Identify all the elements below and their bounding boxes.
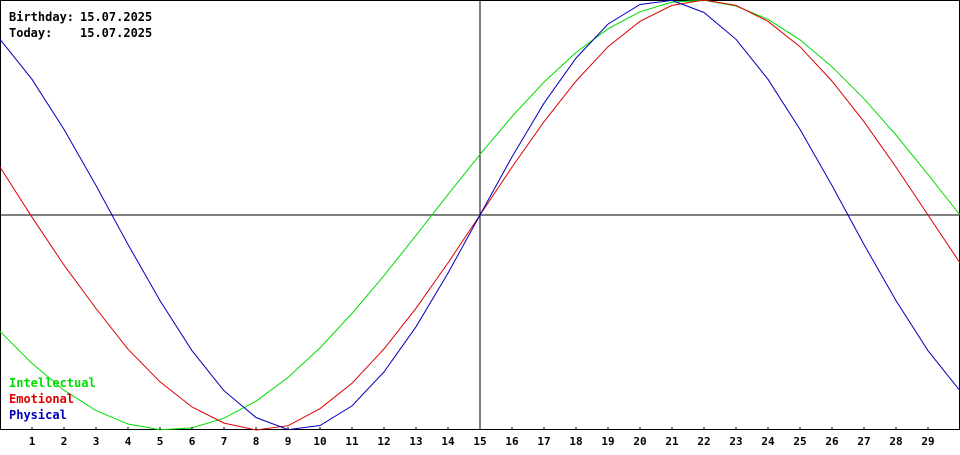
x-tick-label: 22 <box>697 435 710 448</box>
today-label: Today: <box>9 26 52 40</box>
x-tick-label: 6 <box>189 435 196 448</box>
x-tick-label: 4 <box>125 435 132 448</box>
x-tick-label: 18 <box>569 435 582 448</box>
x-tick-label: 12 <box>377 435 390 448</box>
x-tick-label: 11 <box>345 435 359 448</box>
x-tick-label: 8 <box>253 435 260 448</box>
x-tick-label: 16 <box>505 435 519 448</box>
today-value: 15.07.2025 <box>80 26 152 40</box>
x-tick-label: 23 <box>729 435 742 448</box>
x-tick-label: 19 <box>601 435 614 448</box>
legend-intellectual: Intellectual <box>9 376 96 390</box>
birthday-value: 15.07.2025 <box>80 10 152 24</box>
x-tick-label: 7 <box>221 435 228 448</box>
legend-physical: Physical <box>9 408 67 422</box>
x-tick-label: 10 <box>313 435 326 448</box>
x-tick-label: 3 <box>93 435 100 448</box>
x-tick-label: 14 <box>441 435 455 448</box>
x-tick-label: 5 <box>157 435 164 448</box>
x-tick-label: 27 <box>857 435 870 448</box>
x-tick-label: 29 <box>921 435 934 448</box>
x-tick-labels: 1 2 3 4 5 6 7 8 9 10 11 12 13 14 15 16 17 18 19 20 21 22 23 24 2… <box>29 427 935 448</box>
x-tick-label: 9 <box>285 435 292 448</box>
x-tick-label: 15 <box>473 435 486 448</box>
series-line-physical <box>0 0 960 431</box>
x-tick-label: 20 <box>633 435 646 448</box>
x-tick-label: 24 <box>761 435 775 448</box>
x-tick-label: 26 <box>825 435 839 448</box>
x-tick-label: 28 <box>889 435 902 448</box>
x-tick-label: 25 <box>793 435 806 448</box>
x-tick-label: 17 <box>537 435 550 448</box>
x-tick-label: 1 <box>29 435 36 448</box>
legend-emotional: Emotional <box>9 392 74 406</box>
x-tick-label: 2 <box>61 435 68 448</box>
x-tick-label: 21 <box>665 435 679 448</box>
x-tick-label: 13 <box>409 435 422 448</box>
birthday-label: Birthday: <box>9 10 74 24</box>
